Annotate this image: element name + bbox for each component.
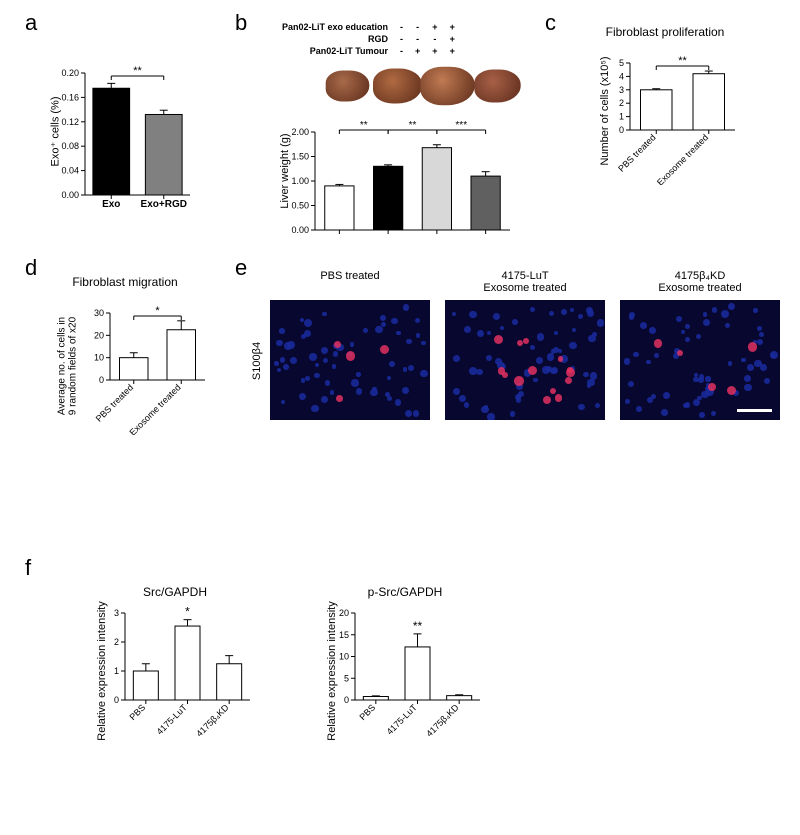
- micro-title: 4175β₄KDExosome treated: [620, 270, 780, 294]
- svg-text:3: 3: [619, 85, 624, 95]
- liver-photo: [420, 67, 474, 106]
- liver-photo: [373, 69, 422, 104]
- svg-text:0: 0: [99, 375, 104, 385]
- svg-text:Exo+RGD: Exo+RGD: [141, 199, 187, 210]
- svg-text:4175-LuT: 4175-LuT: [155, 702, 190, 737]
- svg-text:**: **: [360, 120, 368, 131]
- svg-text:1.50: 1.50: [291, 152, 309, 162]
- svg-text:1: 1: [619, 112, 624, 122]
- svg-text:10: 10: [94, 353, 104, 363]
- chart-d-ylabel: Average no. of cells in9 random fields o…: [57, 289, 79, 444]
- svg-text:3: 3: [114, 608, 119, 618]
- panel-label-c: c: [545, 10, 556, 36]
- svg-text:30: 30: [94, 308, 104, 318]
- svg-text:PBS treated: PBS treated: [616, 132, 657, 173]
- svg-text:0: 0: [344, 695, 349, 705]
- svg-text:0: 0: [619, 125, 624, 135]
- svg-text:2.00: 2.00: [291, 127, 309, 137]
- svg-text:4: 4: [619, 71, 624, 81]
- svg-text:***: ***: [455, 120, 467, 131]
- svg-text:*: *: [155, 305, 160, 317]
- svg-text:PBS: PBS: [357, 702, 377, 722]
- svg-text:0.00: 0.00: [291, 225, 309, 235]
- svg-text:5: 5: [344, 673, 349, 683]
- svg-text:20: 20: [339, 608, 349, 618]
- svg-text:2: 2: [619, 98, 624, 108]
- chart-c-ylabel: Number of cells (x10⁵): [599, 51, 611, 171]
- svg-text:0.08: 0.08: [61, 141, 79, 151]
- svg-text:Exosome treated: Exosome treated: [655, 132, 710, 185]
- svg-text:Exosome treated: Exosome treated: [127, 382, 182, 435]
- svg-text:*: *: [185, 605, 190, 619]
- svg-text:15: 15: [339, 630, 349, 640]
- micro-title: PBS treated: [270, 270, 430, 282]
- chart-f1-title: p-Src/GAPDH: [335, 585, 475, 599]
- svg-text:0.04: 0.04: [61, 166, 79, 176]
- chart-f0-ylabel: Relative expression intensity: [96, 591, 108, 751]
- svg-text:5: 5: [619, 58, 624, 68]
- svg-text:20: 20: [94, 330, 104, 340]
- chart-b: 0.000.501.001.502.00*******: [285, 110, 515, 240]
- svg-text:**: **: [409, 120, 417, 131]
- svg-text:10: 10: [339, 652, 349, 662]
- svg-text:4175β₄KD: 4175β₄KD: [194, 702, 231, 739]
- chart-c: 0 1 2 3 4 5 PBS treatedExosome treated **: [600, 45, 740, 185]
- micrograph: [445, 300, 605, 420]
- svg-text:0: 0: [114, 695, 119, 705]
- panel-b-legend-table: Pan02-LiT exo education--++RGD---+Pan02-…: [275, 20, 462, 58]
- scale-bar: [737, 409, 772, 412]
- chart-f1-ylabel: Relative expression intensity: [326, 591, 338, 751]
- svg-text:0.12: 0.12: [61, 117, 79, 127]
- svg-text:2: 2: [114, 637, 119, 647]
- svg-text:Exo: Exo: [102, 199, 120, 210]
- svg-text:**: **: [678, 55, 687, 67]
- svg-text:0.16: 0.16: [61, 92, 79, 102]
- svg-text:0.20: 0.20: [61, 68, 79, 78]
- svg-text:0.00: 0.00: [61, 190, 79, 200]
- svg-text:4175-LuT: 4175-LuT: [385, 702, 420, 737]
- chart-b-ylabel: Liver weight (g): [279, 121, 291, 221]
- svg-text:0.50: 0.50: [291, 201, 309, 211]
- chart-d: 0 10 20 30 PBS treatedExosome treated *: [80, 295, 210, 435]
- chart-d-title: Fibroblast migration: [50, 275, 200, 289]
- chart-a-ylabel: Exo⁺ cells (%): [49, 72, 62, 192]
- panel-label-e: e: [235, 255, 247, 281]
- svg-text:**: **: [413, 619, 423, 633]
- panel-e-row-label: S100β4: [251, 342, 263, 380]
- svg-text:1.00: 1.00: [291, 176, 309, 186]
- svg-text:4175β₄KD: 4175β₄KD: [424, 702, 461, 739]
- chart-f0-title: Src/GAPDH: [105, 585, 245, 599]
- chart-f-psrc: 0 5 10 15 20 PBS 4175-LuT ** 4175β₄KD: [325, 595, 485, 755]
- svg-text:PBS treated: PBS treated: [94, 382, 135, 423]
- panel-label-f: f: [25, 555, 31, 581]
- svg-text:**: **: [133, 65, 142, 77]
- micro-title: 4175-LuTExosome treated: [445, 270, 605, 294]
- panel-label-b: b: [235, 10, 247, 36]
- liver-photo: [474, 70, 520, 103]
- chart-c-title: Fibroblast proliferation: [575, 25, 755, 39]
- micrograph: [270, 300, 430, 420]
- liver-photo: [326, 70, 370, 101]
- chart-a: 0.00 0.04 0.08 0.12 0.16 0.20 Exo Exo+RGD **: [55, 55, 195, 215]
- micrograph: [620, 300, 780, 420]
- chart-f-src: 0 1 2 3 PBS 4175-LuT * 4175β₄KD: [95, 595, 255, 755]
- panel-label-d: d: [25, 255, 37, 281]
- panel-label-a: a: [25, 10, 37, 36]
- svg-text:PBS: PBS: [127, 702, 147, 722]
- svg-text:1: 1: [114, 666, 119, 676]
